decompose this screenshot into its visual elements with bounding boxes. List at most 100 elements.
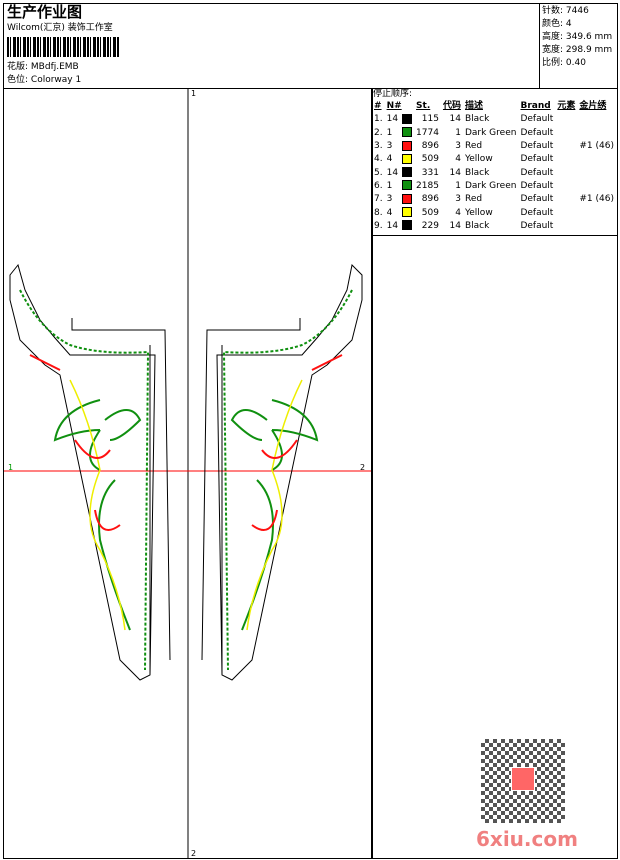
color-code: 3 [455, 194, 461, 205]
garment-outline [9, 263, 363, 681]
column-header: N# [386, 101, 402, 112]
stitch-count: 2185 [416, 180, 439, 191]
brand: Default [520, 167, 554, 178]
color-description: Dark Green [464, 127, 517, 138]
table-row: 7. 3 896 3 Red Default #1 (46) [372, 193, 616, 206]
row-index: 8. [374, 207, 383, 218]
element [555, 180, 577, 193]
table-row: 4. 4 509 4 Yellow Default [372, 153, 616, 166]
stitch-count: 1774 [416, 127, 439, 138]
stat-label: 比例: [542, 58, 564, 68]
stat-item: 宽度: 298.9 mm [542, 44, 612, 57]
stitch-count: 331 [421, 167, 439, 178]
sequin: #1 (46) [579, 194, 614, 205]
axis-label-top: 1 [191, 89, 196, 98]
design-preview: 1 2 1 2 [4, 89, 371, 858]
stitch-count: 509 [421, 154, 439, 165]
element [555, 206, 577, 219]
row-index: 4. [374, 154, 383, 165]
brand: Default [520, 154, 554, 165]
row-index: 6. [374, 180, 383, 191]
stitch-count: 229 [421, 220, 439, 231]
color-code: 14 [449, 220, 461, 231]
element [555, 127, 577, 140]
sequin: #1 (46) [579, 141, 614, 152]
page-title: 生产作业图 [7, 3, 83, 21]
watermark-text: 6xiu.com [476, 827, 578, 851]
brand: Default [520, 207, 554, 218]
element [555, 113, 577, 126]
stop-sequence-title: 停止顺序: [373, 89, 413, 99]
table-row: 8. 4 509 4 Yellow Default [372, 206, 616, 219]
embroidery-motif [19, 289, 353, 671]
color-swatch [402, 113, 413, 124]
column-header: St. [416, 101, 431, 112]
element [555, 166, 577, 179]
design-file: 花版: MBdfj.EMB [7, 62, 79, 73]
color-swatch [402, 180, 413, 191]
color-code: 1 [455, 180, 461, 191]
color-description: Red [464, 141, 483, 152]
needle-number: 4 [386, 207, 393, 218]
brand: Default [520, 127, 554, 138]
row-index: 1. [374, 114, 383, 125]
column-header: 金片绣 [579, 101, 607, 112]
color-code: 4 [455, 207, 461, 218]
column-header: 描述 [464, 101, 483, 112]
column-header: # [374, 101, 382, 112]
color-description: Black [464, 114, 490, 125]
stat-item: 针数: 7446 [542, 5, 612, 18]
needle-number: 1 [386, 180, 393, 191]
color-description: Yellow [464, 207, 493, 218]
table-row: 2. 1 1774 1 Dark Green Default [372, 127, 616, 140]
colorway: 色位: Colorway 1 [7, 75, 81, 86]
stop-sequence-table: # N# St. 代码 描述 Brand 元素 金片绣 1. 14 115 14 Black … [372, 100, 616, 233]
sequin [577, 166, 616, 179]
sequin [577, 206, 616, 219]
needle-number: 4 [386, 154, 393, 165]
stats-list: 针数: 7446 颜色: 4 高度: 349.6 mm 宽度: 298.9 mm 比例:… [542, 5, 612, 70]
color-swatch [402, 207, 413, 218]
needle-number: 3 [386, 194, 393, 205]
column-header: Brand [520, 101, 551, 112]
row-index: 2. [374, 127, 383, 138]
column-header: 代码 [442, 101, 461, 112]
brand: Default [520, 114, 554, 125]
element [555, 140, 577, 153]
axis-label-left: 1 [8, 463, 13, 472]
color-code: 4 [455, 154, 461, 165]
color-swatch [402, 193, 413, 204]
stat-value: 0.40 [565, 58, 586, 68]
divider [371, 88, 373, 859]
stat-value: 298.9 mm [565, 45, 613, 55]
stat-value: 349.6 mm [565, 32, 613, 42]
stitch-count: 896 [421, 194, 439, 205]
stat-value: 4 [565, 19, 572, 29]
sequin [577, 180, 616, 193]
sequin [577, 127, 616, 140]
needle-number: 14 [386, 167, 399, 178]
needle-number: 3 [386, 141, 393, 152]
table-row: 1. 14 115 14 Black Default [372, 113, 616, 126]
design-value: MBdfj.EMB [30, 62, 79, 72]
row-index: 7. [374, 194, 383, 205]
color-code: 1 [455, 127, 461, 138]
sequin [577, 220, 616, 233]
table-row: 3. 3 896 3 Red Default #1 (46) [372, 140, 616, 153]
column-header: 元素 [557, 101, 576, 112]
colorway-label: 色位: [7, 75, 29, 85]
sequin [577, 113, 616, 126]
stat-label: 颜色: [542, 19, 564, 29]
color-description: Red [464, 194, 483, 205]
table-row: 9. 14 229 14 Black Default [372, 220, 616, 233]
color-swatch [402, 167, 413, 178]
color-description: Dark Green [464, 180, 517, 191]
row-index: 5. [374, 167, 383, 178]
needle-number: 1 [386, 127, 393, 138]
colorway-value: Colorway 1 [30, 75, 82, 85]
company-name: Wilcom(汇京) 装饰工作室 [7, 23, 113, 33]
stitch-count: 509 [421, 207, 439, 218]
color-code: 14 [449, 114, 461, 125]
brand: Default [520, 180, 554, 191]
needle-number: 14 [386, 114, 399, 125]
